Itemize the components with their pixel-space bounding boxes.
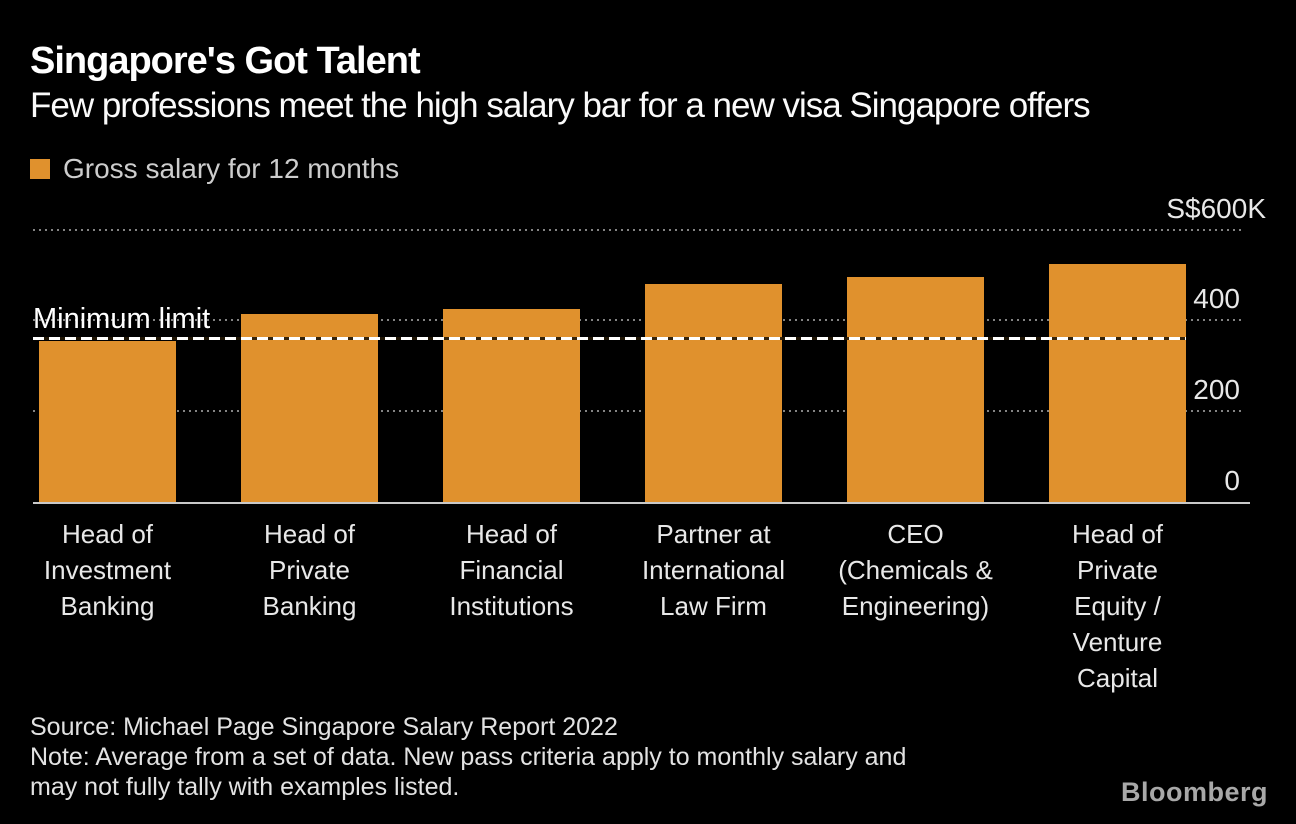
x-category-label-line: Capital — [1077, 663, 1158, 693]
x-category-label-line: CEO — [887, 519, 944, 549]
x-category-label-line: Head of — [1071, 519, 1164, 549]
bloomberg-logo: Bloomberg — [1120, 777, 1268, 807]
bar-5 — [847, 277, 984, 502]
x-category-label-6: Head of Private Equity / Venture Capital — [1008, 516, 1228, 696]
minimum-limit-label: Minimum limit — [33, 302, 211, 335]
note-line-2: may not fully tally with examples listed… — [30, 773, 460, 801]
gridline-400 — [33, 319, 1243, 322]
x-category-label-4: Partner at International Law Firm — [604, 516, 824, 624]
x-category-label-line: Venture — [1072, 627, 1163, 657]
minimum-limit-line — [33, 337, 1186, 340]
y-tick-label-400: 400 — [1193, 283, 1240, 315]
footer-notes: Source: Michael Page Singapore Salary Re… — [30, 712, 906, 802]
x-category-label-line: Head of — [263, 519, 356, 549]
x-category-label-3: Head of Financial Institutions — [402, 516, 622, 624]
bar-6 — [1049, 263, 1186, 502]
gridline-600 — [33, 228, 1243, 231]
x-axis-line — [33, 502, 1250, 504]
x-category-label-line: Financial — [459, 555, 564, 585]
x-category-label-line: Private — [269, 555, 350, 585]
legend-label: Gross salary for 12 months — [63, 153, 400, 184]
legend: Gross salary for 12 months — [30, 153, 399, 185]
x-category-label-line: Head of — [465, 519, 558, 549]
x-category-label-line: Partner at — [656, 519, 771, 549]
bar-1 — [39, 340, 176, 502]
x-category-label-line: Law Firm — [660, 591, 767, 621]
x-category-label-line: Private — [1077, 555, 1158, 585]
y-tick-label-600: S$600K — [1166, 192, 1266, 224]
x-category-label-line: Institutions — [449, 591, 574, 621]
source-note: Source: Michael Page Singapore Salary Re… — [30, 713, 618, 741]
chart-title: Singapore's Got Talent — [30, 40, 421, 82]
x-category-label-line: Investment — [43, 555, 172, 585]
x-category-label-1: Head of Investment Banking — [0, 516, 218, 624]
x-category-label-line: (Chemicals & — [838, 555, 993, 585]
note-line-1: Note: Average from a set of data. New pa… — [30, 743, 907, 771]
x-category-label-line: Head of — [61, 519, 154, 549]
bar-4 — [645, 284, 782, 502]
x-category-label-line: Banking — [262, 591, 357, 621]
bar-2 — [241, 313, 378, 502]
x-category-label-2: Head of Private Banking — [200, 516, 420, 624]
chart-subtitle: Few professions meet the high salary bar… — [30, 86, 1091, 125]
legend-swatch-icon — [30, 159, 50, 179]
bar-3 — [443, 308, 580, 502]
y-tick-label-0: 0 — [1224, 465, 1240, 496]
x-category-label-5: CEO (Chemicals & Engineering) — [806, 516, 1026, 624]
x-category-label-line: International — [641, 555, 786, 585]
x-category-label-line: Equity / — [1074, 591, 1161, 621]
x-category-label-line: Engineering) — [841, 591, 990, 621]
x-category-label-line: Banking — [60, 591, 155, 621]
y-tick-label-200: 200 — [1193, 374, 1240, 406]
gridline-200 — [33, 410, 1243, 413]
